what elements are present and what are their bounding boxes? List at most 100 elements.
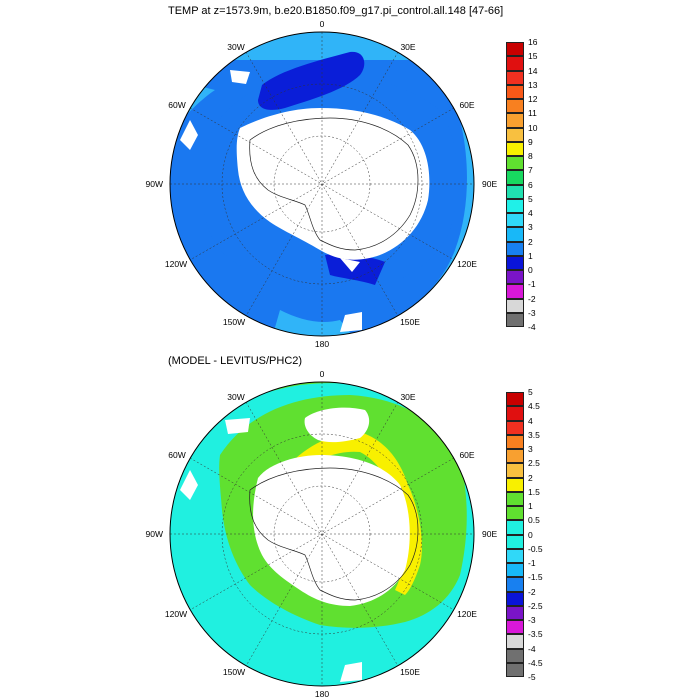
colorbar-tick-label: -3	[528, 615, 536, 625]
colorbar-tick-label: 10	[528, 122, 538, 133]
colorbar-swatch	[506, 156, 524, 171]
lon-label: 90W	[146, 529, 163, 539]
colorbar-swatch	[506, 648, 524, 663]
colorbar-swatch	[506, 255, 524, 270]
colorbar-tick-label: 3	[528, 222, 533, 233]
colorbar-tick-label: 4	[528, 415, 533, 426]
colorbar-swatch	[506, 56, 524, 71]
lon-label: 120W	[165, 609, 187, 619]
colorbar-swatch	[506, 420, 524, 435]
colorbar-swatch	[506, 241, 524, 256]
colorbar-swatch	[506, 141, 524, 156]
colorbar-tick-label: -4.5	[528, 657, 543, 668]
colorbar-swatch	[506, 634, 524, 649]
colorbar-tick-label: 9	[528, 136, 533, 147]
colorbar-tick-label: -0.5	[528, 543, 543, 554]
colorbar-tick-label: 2.5	[528, 458, 540, 469]
colorbar-swatch	[506, 406, 524, 421]
colorbar-tick-label: 16	[528, 37, 538, 47]
colorbar-tick-label: 7	[528, 165, 533, 176]
colorbar-swatch	[506, 491, 524, 506]
lon-label: 30W	[227, 42, 244, 52]
colorbar-tick-label: 1.5	[528, 486, 540, 497]
lon-label: 150W	[223, 667, 245, 677]
colorbar-swatch	[506, 449, 524, 464]
colorbar-tick-label: -2	[528, 586, 536, 597]
colorbar-tick-label: -1	[528, 558, 536, 568]
panel1-lon-labels: 0 30E 60E 90E 120E 150E 180 150W 120W 90…	[146, 19, 498, 349]
panel1-map-fill	[170, 32, 474, 336]
colorbar-tick-label: 12	[528, 94, 538, 104]
lon-label: 90E	[482, 179, 497, 189]
colorbar-swatch	[506, 563, 524, 578]
colorbar-tick-label: -2	[528, 293, 536, 304]
colorbar-tick-label: 0	[528, 265, 533, 275]
lon-label: 0	[320, 19, 325, 29]
colorbar-swatch	[506, 520, 524, 535]
lon-label: 60E	[459, 100, 474, 110]
colorbar-tick-label: 0.5	[528, 515, 540, 526]
lon-label: 180	[315, 339, 329, 349]
colorbar-tick-label: -3.5	[528, 629, 543, 640]
lon-label: 150W	[223, 317, 245, 327]
colorbar-tick-label: -4	[528, 643, 536, 654]
colorbar-swatch	[506, 477, 524, 492]
colorbar-tick-label: 11	[528, 108, 537, 119]
panel2-title: (MODEL - LEVITUS/PHC2)	[168, 355, 303, 367]
colorbar-swatch	[506, 605, 524, 620]
lon-label: 120W	[165, 259, 187, 269]
lon-label: 180	[315, 689, 329, 699]
colorbar-swatch	[506, 70, 524, 85]
colorbar-swatch	[506, 99, 524, 114]
panel2-lon-labels: 0 30E 60E 90E 120E 150E 180 150W 120W 90…	[146, 369, 498, 699]
colorbar-swatch	[506, 184, 524, 199]
colorbar-tick-label: 4.5	[528, 401, 540, 412]
lon-label: 60W	[168, 100, 185, 110]
colorbar-tick-label: 3	[528, 444, 533, 454]
lon-label: 150E	[400, 667, 420, 677]
lon-label: 90W	[146, 179, 163, 189]
colorbar-swatch	[506, 84, 524, 99]
colorbar-tick-label: 8	[528, 151, 533, 161]
colorbar-swatch	[506, 284, 524, 299]
colorbar-swatch	[506, 170, 524, 185]
colorbar-swatch	[506, 42, 524, 57]
colorbar-tick-label: 5	[528, 193, 533, 204]
colorbar-tick-label: 2	[528, 472, 533, 483]
colorbar-swatch	[506, 463, 524, 478]
colorbar-swatch	[506, 298, 524, 313]
colorbar-swatch	[506, 577, 524, 592]
colorbar-tick-label: 3.5	[528, 429, 540, 440]
lon-label: 30W	[227, 392, 244, 402]
panel2-map-fill	[170, 382, 474, 686]
colorbar-swatch	[506, 127, 524, 142]
colorbar-tick-label: -2.5	[528, 600, 543, 611]
colorbar-swatch	[506, 270, 524, 285]
colorbar-tick-label: 1	[528, 250, 533, 261]
colorbar-tick-label: 5	[528, 387, 533, 397]
colorbar-swatch	[506, 506, 524, 521]
lon-label: 150E	[400, 317, 420, 327]
colorbar-tick-label: 0	[528, 529, 533, 540]
colorbar-swatch	[506, 113, 524, 128]
panel1-title: TEMP at z=1573.9m, b.e20.B1850.f09_g17.p…	[168, 5, 504, 17]
lon-label: 120E	[457, 609, 477, 619]
colorbar-swatch	[506, 534, 524, 549]
colorbar-swatch	[506, 213, 524, 228]
lon-label: 30E	[400, 392, 415, 402]
lon-label: 120E	[457, 259, 477, 269]
colorbar-swatch	[506, 662, 524, 677]
colorbar-swatch	[506, 198, 524, 213]
colorbar-tick-label: -5	[528, 672, 536, 682]
colorbar-tick-label: 1	[528, 501, 533, 511]
colorbar-tick-label: -4	[528, 322, 536, 332]
lon-label: 0	[320, 369, 325, 379]
colorbar-tick-label: -3	[528, 307, 536, 318]
lon-label: 60E	[459, 450, 474, 460]
colorbar-swatch	[506, 392, 524, 407]
colorbar-tick-label: 6	[528, 179, 533, 190]
lon-label: 30E	[400, 42, 415, 52]
colorbar-tick-label: 15	[528, 51, 538, 62]
colorbar-swatch	[506, 312, 524, 327]
